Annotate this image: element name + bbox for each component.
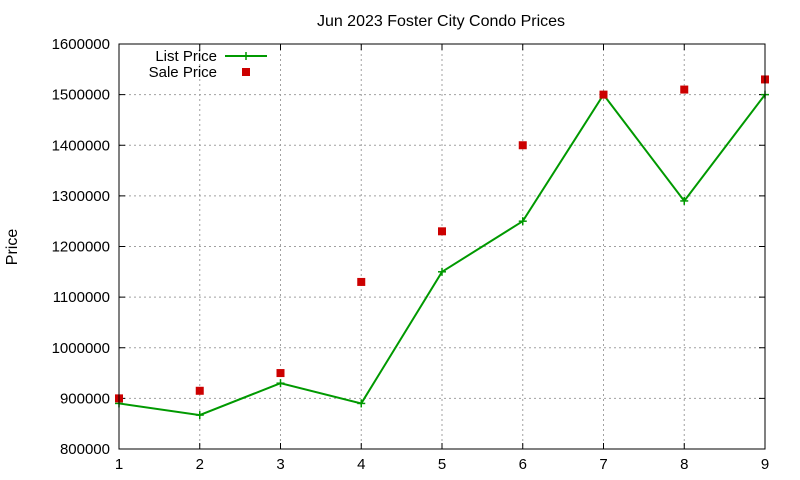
- y-tick-label: 1400000: [52, 137, 110, 154]
- data-point-sale-price: [357, 277, 366, 286]
- x-tick-label: 3: [276, 456, 284, 473]
- x-tick-label: 1: [115, 456, 123, 473]
- legend-marker-plus: [242, 52, 250, 60]
- x-tick-label: 9: [761, 456, 769, 473]
- data-point-list-price: [195, 411, 204, 420]
- x-tick-label: 7: [599, 456, 607, 473]
- data-point-list-price: [438, 267, 446, 276]
- y-tick-label: 1300000: [52, 188, 110, 205]
- legend-marker-square: [242, 68, 250, 76]
- x-tick-label: 6: [519, 456, 527, 473]
- data-point-sale-price: [276, 369, 285, 378]
- data-point-sale-price: [518, 141, 527, 150]
- y-tick-label: 800000: [60, 441, 110, 458]
- data-point-list-price: [276, 379, 285, 388]
- data-point-sale-price: [438, 227, 446, 236]
- y-tick-label: 1600000: [52, 36, 110, 53]
- x-tick-label: 4: [357, 456, 365, 473]
- x-tick-label: 5: [438, 456, 446, 473]
- data-point-sale-price: [599, 90, 608, 99]
- y-tick-label: 1500000: [52, 87, 110, 104]
- data-point-list-price: [357, 399, 366, 408]
- legend-label: Sale Price: [149, 64, 217, 81]
- data-point-sale-price: [195, 386, 204, 395]
- y-tick-label: 1200000: [52, 239, 110, 256]
- x-tick-label: 2: [196, 456, 204, 473]
- legend-label: List Price: [155, 48, 217, 65]
- y-tick-label: 1000000: [52, 340, 110, 357]
- data-point-sale-price: [680, 85, 689, 94]
- x-tick-label: 8: [680, 456, 688, 473]
- data-point-list-price: [680, 196, 689, 205]
- plot-frame: [118, 43, 766, 450]
- chart-title: Jun 2023 Foster City Condo Prices: [317, 13, 565, 30]
- data-point-list-price: [518, 217, 527, 226]
- grid-lines: [119, 44, 765, 449]
- series-layer: [115, 75, 769, 420]
- y-axis-label: Price: [4, 229, 21, 266]
- y-tick-label: 900000: [60, 390, 110, 407]
- axis-ticks: 800000 900000 1000000 1100000 1200000 1300000…: [52, 36, 770, 473]
- y-tick-label: 1100000: [53, 289, 110, 306]
